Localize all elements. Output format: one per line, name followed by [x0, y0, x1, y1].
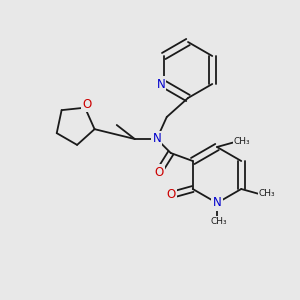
Text: O: O [154, 166, 164, 178]
Text: CH₃: CH₃ [259, 190, 276, 199]
Text: CH₃: CH₃ [211, 217, 227, 226]
Text: N: N [156, 77, 165, 91]
Text: O: O [166, 188, 176, 200]
Text: N: N [213, 196, 221, 209]
Text: N: N [152, 133, 161, 146]
Text: O: O [82, 98, 91, 111]
Text: CH₃: CH₃ [234, 137, 250, 146]
